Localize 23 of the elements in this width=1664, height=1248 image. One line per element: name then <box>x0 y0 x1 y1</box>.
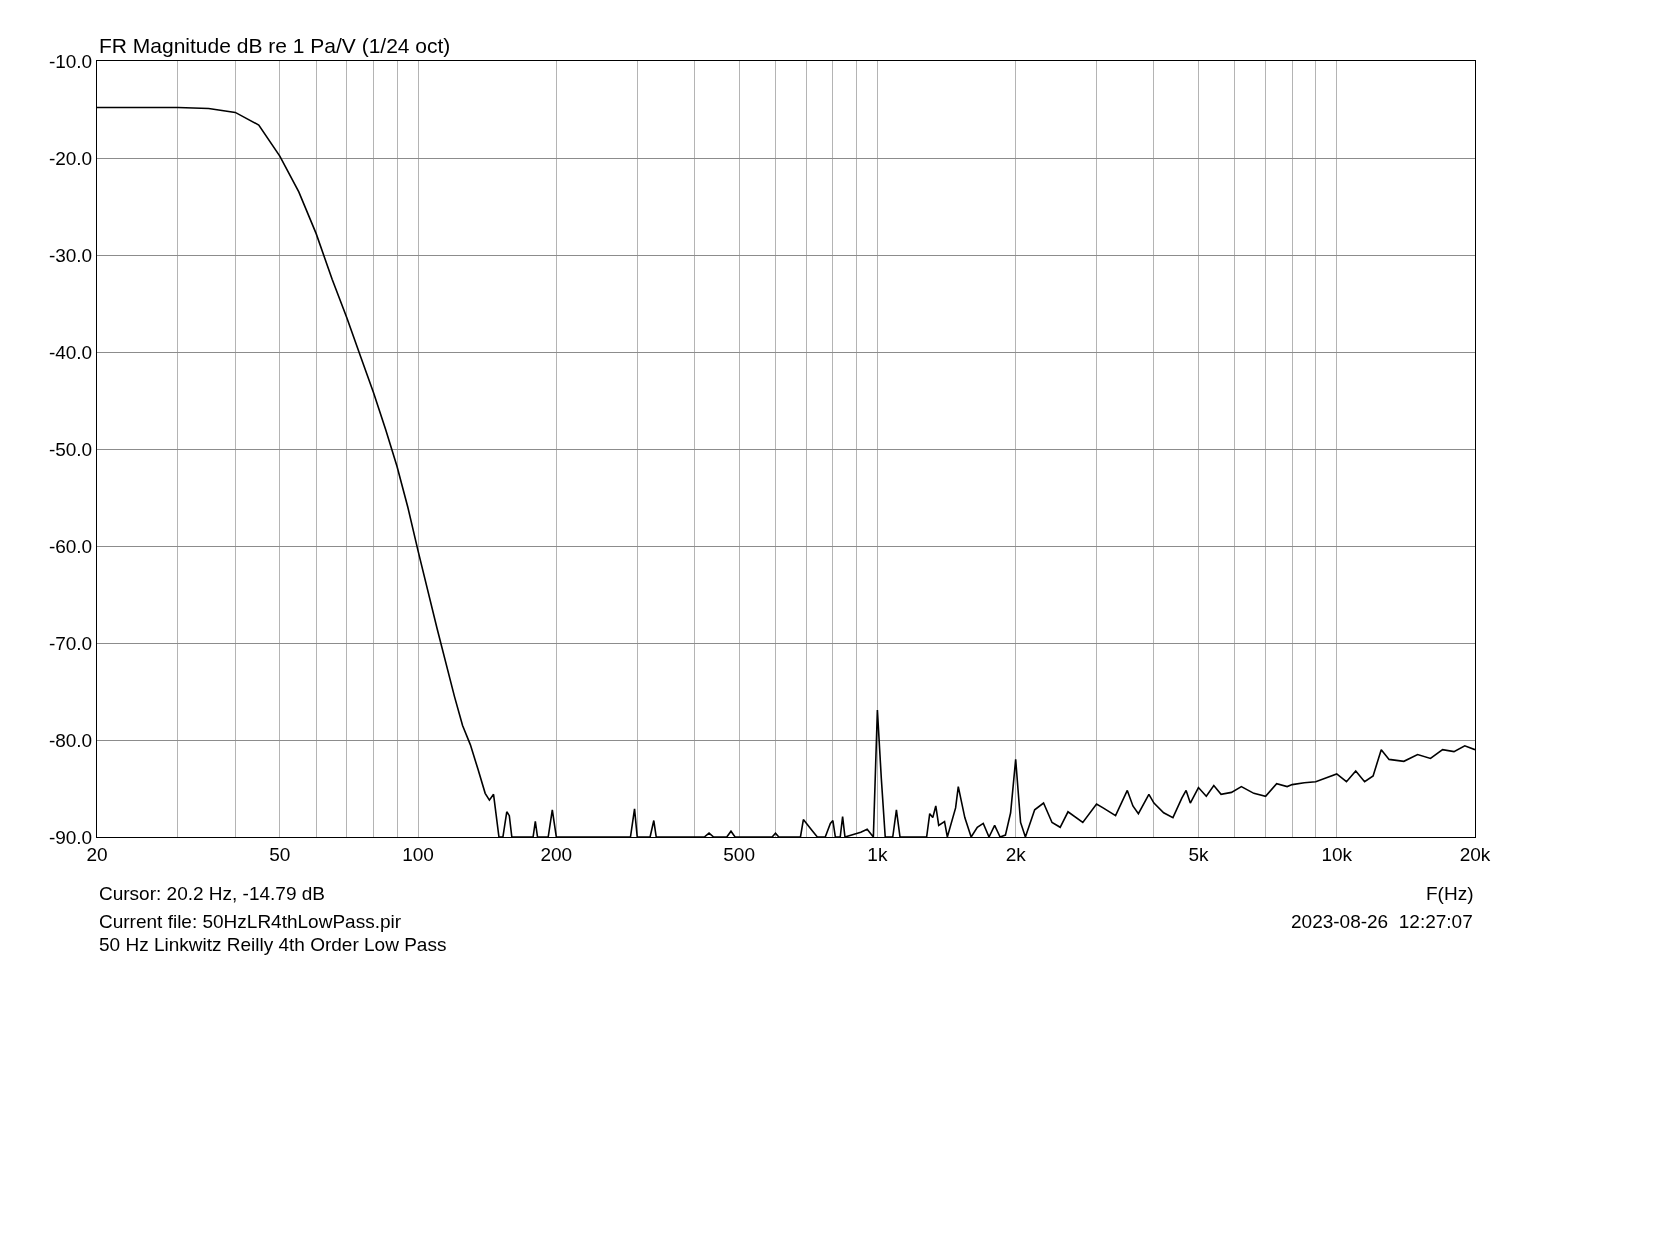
y-tick-label: -60.0 <box>48 535 93 557</box>
x-tick-label: 50 <box>269 843 291 865</box>
x-tick-label: 200 <box>540 843 573 865</box>
y-tick-label: -80.0 <box>48 729 93 751</box>
x-tick-label: 20k <box>1459 843 1491 865</box>
x-tick-label: 2k <box>1005 843 1027 865</box>
x-tick-label: 1k <box>867 843 888 865</box>
x-axis-title: F(Hz) <box>1426 883 1474 904</box>
y-tick-label: -50.0 <box>48 438 93 460</box>
text: 50 Hz Linkwitz Reilly 4th Order Low Pass <box>99 934 447 955</box>
y-tick-label: -20.0 <box>48 147 93 169</box>
x-tick-label: 500 <box>723 843 755 865</box>
y-tick-label: -40.0 <box>48 341 93 363</box>
x-tick-label: 5k <box>1188 843 1209 865</box>
text: 2023-08-26 12:27:07 <box>1291 911 1473 932</box>
y-tick-label: -30.0 <box>48 244 93 266</box>
x-tick-label: 10k <box>1321 843 1353 865</box>
text: Current file: 50HzLR4thLowPass.pir <box>99 911 402 932</box>
x-tick-label: 100 <box>402 843 434 865</box>
chart-title: FR Magnitude dB re 1 Pa/V (1/24 oct) <box>99 34 451 57</box>
y-tick-label: -10.0 <box>48 50 93 72</box>
y-tick-label: -70.0 <box>48 632 93 654</box>
text: Cursor: 20.2 Hz, -14.79 dB <box>99 883 325 904</box>
